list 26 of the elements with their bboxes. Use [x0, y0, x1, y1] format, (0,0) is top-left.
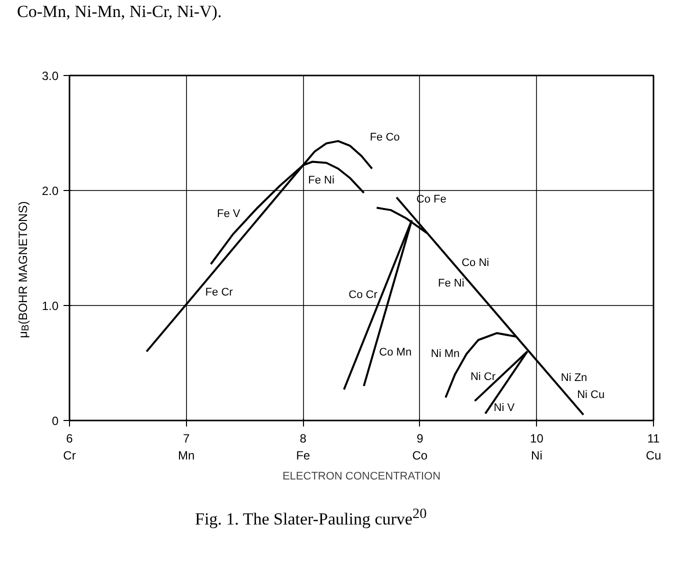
- annotation: Ni Cr: [470, 370, 496, 383]
- annotation: Fe Co: [370, 132, 400, 144]
- caption: Fig. 1. The Slater-Pauling curve$^{20}$: [195, 505, 427, 531]
- annotation: Fe Ni: [308, 174, 334, 187]
- annotation: Co Mn: [379, 346, 412, 359]
- y-tick-label: 3.0: [42, 69, 59, 83]
- x-axis-title: ELECTRON CONCENTRATION: [282, 470, 441, 482]
- annotation: Ni V: [494, 402, 516, 414]
- x-tick-label: 11 Cu: [646, 432, 662, 462]
- y-tick-label: 0: [52, 414, 59, 428]
- y-tick-label: 2.0: [42, 184, 59, 198]
- annotation: Ni Mn: [430, 348, 460, 360]
- annotation: Fe Cr: [205, 286, 234, 298]
- x-tick-label: 7 Mn: [178, 432, 195, 462]
- annotation: Co Cr: [348, 289, 378, 302]
- x-tick-label: 8 Fe: [296, 432, 310, 462]
- annotation: Ni Zn: [560, 372, 588, 384]
- annotation: Co Ni: [462, 256, 490, 269]
- x-tick-label: 9 Co: [412, 432, 428, 462]
- x-tick-label: 6 Cr: [63, 432, 76, 462]
- annotation: Fe Ni: [438, 278, 464, 290]
- x-tick-label: 10 Ni: [530, 432, 544, 462]
- annotation: Fe V: [217, 208, 241, 220]
- annotation: Ni Cu: [577, 389, 605, 402]
- y-tick-label: 1.0: [42, 299, 59, 313]
- text: Co-Mn, Ni-Mn, Ni-Cr, Ni-V).: [17, 1, 222, 23]
